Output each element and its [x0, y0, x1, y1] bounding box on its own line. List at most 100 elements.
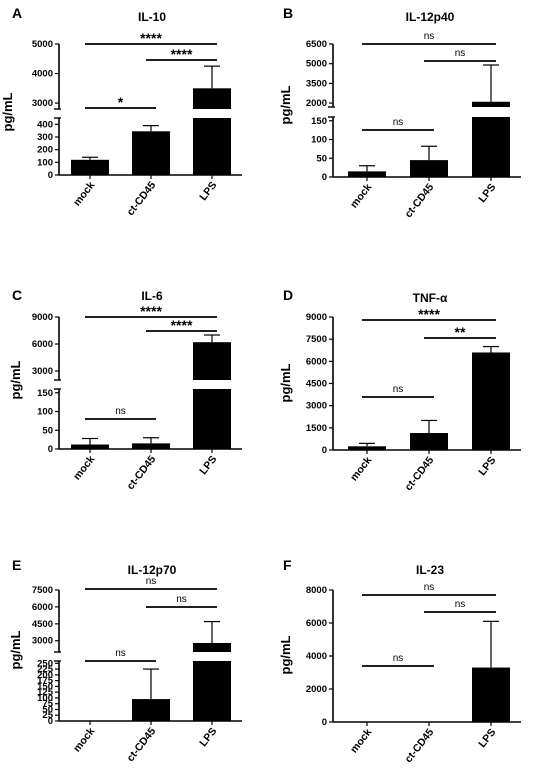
bar-mock: [348, 446, 386, 450]
x-category-label: mock: [71, 179, 97, 208]
y-tick-label: 3000: [306, 401, 327, 412]
y-tick-label: 50: [316, 153, 327, 164]
bar-ct-cd45: [410, 160, 448, 177]
y-tick-label: 7500: [306, 334, 327, 345]
y-tick-label: 0: [48, 444, 53, 455]
chart-title: IL-12p70: [128, 563, 177, 577]
x-category-label: ct-CD45: [124, 453, 158, 492]
bar-lps: [472, 667, 510, 722]
y-tick-label: 0: [48, 716, 53, 727]
y-tick-label: 150: [37, 388, 53, 399]
bar-lps: [193, 661, 231, 721]
significance-label: *: [118, 94, 124, 110]
panel-letter: A: [12, 5, 22, 21]
significance-label: ns: [176, 594, 187, 605]
y-tick-label: 0: [322, 717, 327, 728]
y-tick-label: 100: [37, 693, 53, 704]
y-tick-label: 300: [37, 132, 53, 143]
bar-lps-upper: [193, 642, 231, 652]
panel-b: B IL-12p40 pg/mL 0 50 100 150 2000 3500 5000 6500 m…: [278, 5, 521, 220]
panel-letter: B: [283, 5, 293, 21]
x-category-label: ct-CD45: [124, 179, 158, 218]
bar-ct-cd45: [132, 131, 170, 175]
significance-label: ns: [424, 31, 435, 42]
y-tick-label: 6000: [306, 356, 327, 367]
chart-title: IL-10: [138, 10, 166, 24]
y-tick-label: 200: [37, 145, 53, 156]
significance-label: ****: [418, 306, 440, 322]
y-tick-label: 50: [42, 704, 53, 715]
y-tick-label: 4500: [32, 619, 53, 630]
y-tick-label: 3500: [306, 78, 327, 89]
bar-lps-upper: [193, 342, 231, 380]
significance-label: **: [455, 324, 466, 340]
panel-e: E IL-12p70 pg/mL 02550751001251501752002252…: [8, 557, 242, 764]
y-tick-label: 100: [311, 135, 327, 146]
significance-label: ns: [424, 582, 435, 593]
bar-ct-cd45: [132, 699, 170, 721]
x-category-label: LPS: [476, 181, 498, 204]
x-category-label: ct-CD45: [402, 181, 436, 220]
y-tick-label: 5000: [32, 39, 53, 50]
significance-label: ns: [455, 48, 466, 59]
panel-c: C IL-6 pg/mL 0 50 100 150 3000 6000 9000 mock ct-CD…: [8, 287, 242, 492]
bar-mock: [71, 159, 109, 175]
bar-lps: [472, 117, 510, 177]
y-tick-label: 7500: [32, 585, 53, 596]
significance-label: ns: [115, 406, 126, 417]
x-category-label: ct-CD45: [402, 454, 436, 493]
significance-label: ns: [115, 648, 126, 659]
x-category-label: LPS: [476, 454, 498, 477]
bar-lps: [193, 389, 231, 449]
significance-label: ns: [393, 384, 404, 395]
significance-label: ****: [140, 303, 162, 319]
x-category-label: LPS: [197, 179, 219, 202]
y-tick-label: 75: [42, 699, 53, 710]
chart-title: IL-6: [141, 289, 163, 303]
y-axis-label: pg/mL: [0, 92, 15, 131]
bar-ct-cd45: [410, 433, 448, 450]
x-category-label: mock: [348, 454, 374, 483]
y-tick-label: 175: [37, 676, 54, 687]
significance-label: ns: [146, 576, 157, 587]
y-tick-label: 3000: [32, 636, 53, 647]
significance-label: ns: [393, 653, 404, 664]
panel-letter: F: [283, 557, 292, 573]
panel-letter: E: [12, 557, 21, 573]
x-category-label: mock: [348, 726, 374, 755]
y-tick-label: 0: [48, 170, 53, 181]
y-tick-label: 200: [37, 670, 53, 681]
y-tick-label: 5000: [306, 59, 327, 70]
y-tick-label: 1500: [306, 423, 327, 434]
bar-lps-upper: [193, 88, 231, 109]
y-tick-label: 0: [322, 172, 327, 183]
chart-title: IL-12p40: [406, 10, 455, 24]
panel-letter: C: [12, 287, 22, 303]
y-tick-label: 4500: [306, 379, 327, 390]
y-tick-label: 400: [37, 119, 53, 130]
y-tick-label: 3000: [32, 98, 53, 109]
y-axis-label: pg/mL: [278, 85, 293, 124]
y-tick-label: 4000: [306, 651, 327, 662]
significance-label: ****: [140, 30, 162, 46]
x-category-label: LPS: [197, 453, 219, 476]
y-tick-label: 9000: [306, 312, 327, 323]
bar-mock: [348, 171, 386, 177]
y-tick-label: 150: [311, 116, 327, 127]
bar-lps: [193, 118, 231, 175]
panel-f: F IL-23 pg/mL 0 2000 4000 6000 8000 mock ct-CD45 L…: [278, 557, 521, 765]
x-category-label: mock: [71, 453, 97, 482]
panel-d: D TNF-α pg/mL 0 1500 3000 4500 6000 7500 9000 mock…: [278, 287, 521, 493]
y-tick-label: 25: [42, 710, 53, 721]
x-category-label: ct-CD45: [124, 725, 158, 764]
x-category-label: LPS: [197, 725, 219, 748]
y-tick-label: 6000: [306, 618, 327, 629]
significance-label: ****: [171, 317, 193, 333]
x-category-label: mock: [71, 725, 97, 754]
y-tick-label: 50: [42, 425, 53, 436]
significance-label: ****: [171, 46, 193, 62]
y-tick-label: 4000: [32, 69, 53, 80]
y-tick-label: 6000: [32, 339, 53, 350]
